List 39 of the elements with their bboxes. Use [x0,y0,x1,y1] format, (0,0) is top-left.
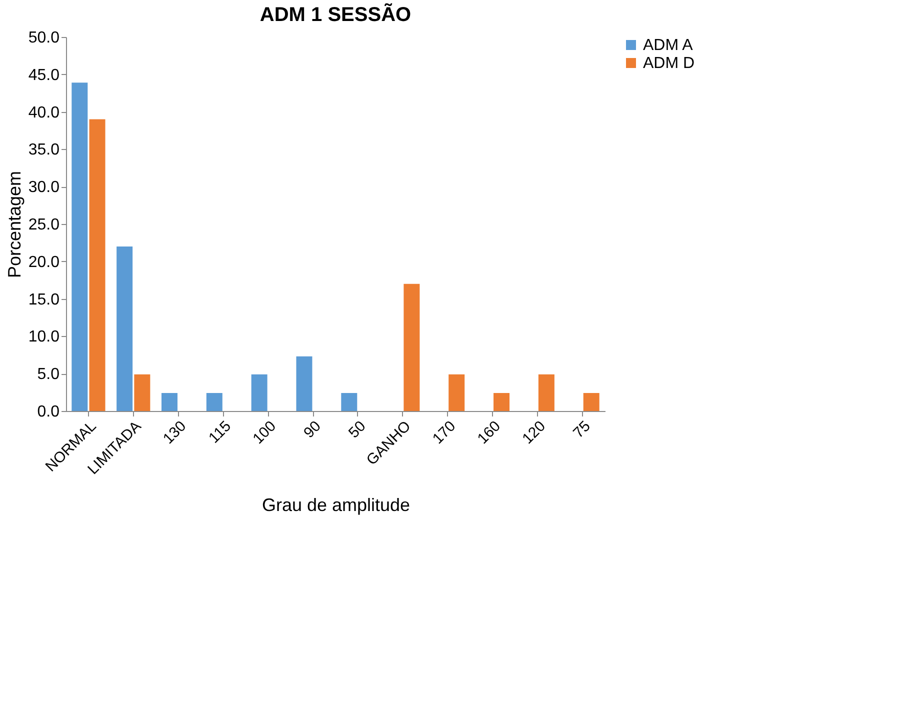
x-tick-label: 75 [570,418,594,442]
x-tick-label: 160 [474,418,504,448]
bar [296,356,312,411]
bar [448,374,465,411]
y-tick-label: 5.0 [37,366,60,384]
bar [72,82,88,411]
bar [116,246,133,411]
bar [404,284,420,411]
bar [161,393,178,411]
x-tick-label: 50 [345,418,370,442]
y-tick-label: 10.0 [28,328,60,346]
y-axis-title: Porcentagem [4,170,24,278]
y-tick-label: 25.0 [28,216,60,234]
bar [341,393,358,411]
bar [583,393,600,411]
bar [206,393,222,411]
y-tick-label: 45.0 [28,66,60,84]
x-axis-title: Grau de amplitude [262,495,410,516]
x-tick-label: 90 [300,418,324,442]
x-tick-label: 115 [206,418,235,447]
bar [251,374,268,411]
legend-label: ADM D [643,55,695,72]
y-tick-label: 20.0 [28,254,60,271]
bar [538,374,554,411]
y-tick-label: 40.0 [28,104,60,122]
x-tick-label: 120 [519,418,549,448]
x-tick-label: 170 [429,418,460,448]
chart-title: ADM 1 SESSÃO [260,3,412,26]
bar [494,393,510,411]
x-tick-label: 130 [160,418,190,448]
y-tick-label: 0.0 [37,404,60,420]
y-tick-label: 50.0 [28,30,60,46]
y-tick-label: 35.0 [28,142,60,159]
legend-label: ADM A [643,37,694,54]
x-tick-label: 100 [250,418,280,448]
y-tick-label: 15.0 [28,291,60,308]
y-tick-label: 30.0 [28,179,60,196]
bar [134,374,150,411]
bar [89,119,106,411]
